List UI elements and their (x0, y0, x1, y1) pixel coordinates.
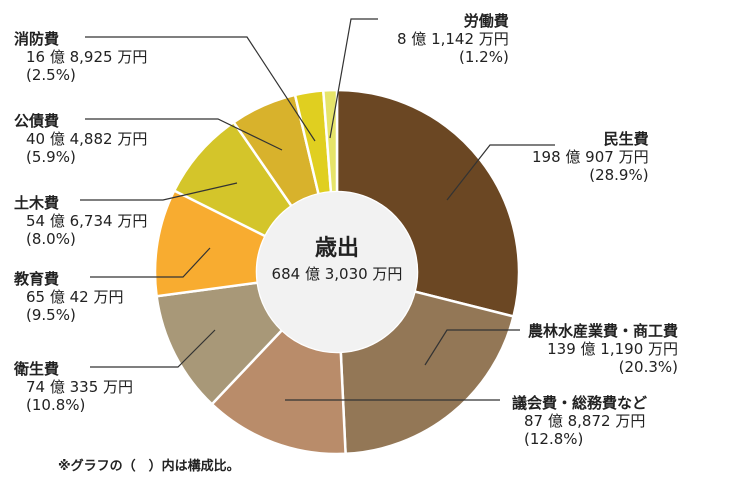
slice-name: 民生費 (603, 130, 649, 148)
slice-name: 議会費・総務費など (512, 394, 648, 412)
slice-amount: 74 億 335 万円 (26, 378, 134, 396)
slice-label-1: 農林水産業費・商工費 139 億 1,190 万円 (20.3%) (528, 322, 678, 376)
slice-percent: (8.0%) (26, 230, 76, 248)
slice-label-2: 議会費・総務費など 87 億 8,872 万円 (12.8%) (512, 394, 647, 448)
slice-name: 公債費 (14, 112, 60, 130)
leader-line-6 (85, 118, 283, 151)
slice-percent: (20.3%) (618, 358, 679, 376)
leader-line-0 (446, 144, 555, 201)
slice-percent: (12.8%) (524, 430, 584, 448)
leader-line-1 (424, 329, 520, 366)
slice-name: 教育費 (14, 270, 60, 288)
slice-name: 衛生費 (14, 360, 60, 378)
slice-percent: (2.5%) (26, 66, 76, 84)
slice-name: 労働費 (463, 12, 509, 30)
slice-label-6: 公債費 40 億 4,882 万円 (5.9%) (14, 112, 147, 166)
leader-line-5 (80, 182, 238, 201)
slice-percent: (1.2%) (458, 48, 509, 66)
slice-amount: 8 億 1,142 万円 (397, 30, 509, 48)
slice-percent: (10.8%) (26, 396, 86, 414)
slice-name: 土木費 (14, 194, 60, 212)
slice-label-0: 民生費 198 億 907 万円 (28.9%) (520, 130, 649, 184)
slice-amount: 16 億 8,925 万円 (26, 48, 148, 66)
slice-name: 農林水産業費・商工費 (528, 322, 679, 340)
slice-amount: 54 億 6,734 万円 (26, 212, 148, 230)
slice-name: 消防費 (14, 30, 60, 48)
slice-amount: 139 億 1,190 万円 (547, 340, 679, 358)
slice-label-3: 衛生費 74 億 335 万円 (10.8%) (14, 360, 133, 414)
slice-percent: (28.9%) (589, 166, 649, 184)
leader-line-3 (90, 329, 216, 368)
leader-line-4 (90, 247, 211, 278)
slice-percent: (5.9%) (26, 148, 76, 166)
slice-percent: (9.5%) (26, 306, 76, 324)
donut-hole (257, 192, 417, 352)
slice-amount: 198 億 907 万円 (532, 148, 649, 166)
slice-amount: 87 億 8,872 万円 (524, 412, 646, 430)
slice-amount: 40 億 4,882 万円 (26, 130, 148, 148)
slice-label-4: 教育費 65 億 42 万円 (9.5%) (14, 270, 123, 324)
slice-label-5: 土木費 54 億 6,734 万円 (8.0%) (14, 194, 147, 248)
footnote: ※グラフの（ ）内は構成比。 (58, 459, 240, 474)
chart-title: 歳出 (314, 236, 359, 261)
slice-label-8: 労働費 8 億 1,142 万円 (1.2%) (385, 12, 509, 66)
slice-label-7: 消防費 16 億 8,925 万円 (2.5%) (14, 30, 147, 84)
center-label: 歳出 684 億 3,030 万円 (257, 235, 417, 285)
slice-amount: 65 億 42 万円 (26, 288, 124, 306)
chart-total: 684 億 3,030 万円 (271, 265, 403, 283)
leader-line-8 (329, 18, 378, 139)
leader-line-7 (85, 36, 316, 142)
